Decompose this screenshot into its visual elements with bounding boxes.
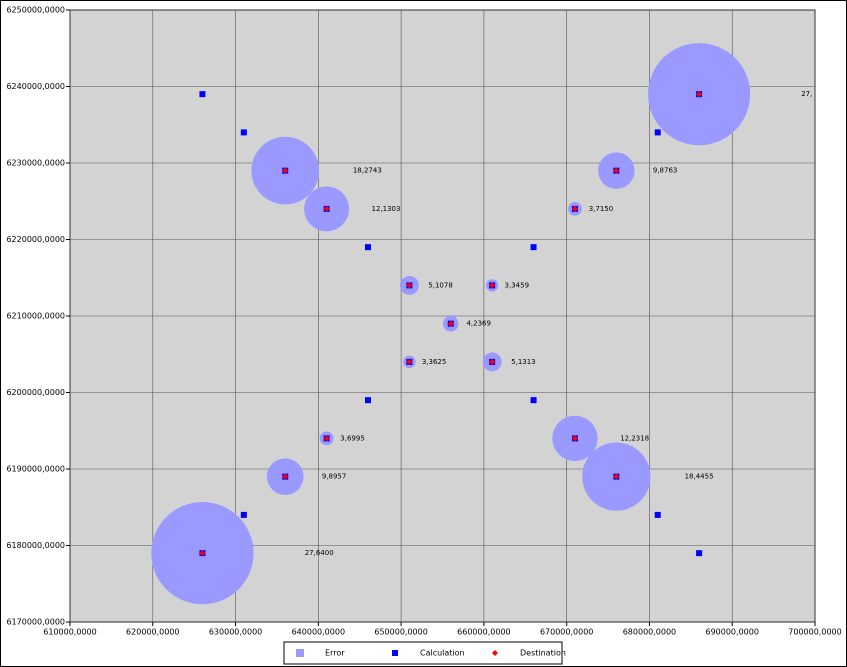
y-tick-label: 6210000,0000 xyxy=(6,312,65,321)
destination-point xyxy=(199,550,206,557)
data-label: 9,8763 xyxy=(653,167,678,175)
destination-point xyxy=(613,167,620,174)
y-tick-label: 6200000,0000 xyxy=(6,388,65,397)
legend-marker xyxy=(392,650,398,656)
data-label: 3,3459 xyxy=(505,281,530,289)
y-tick-label: 6220000,0000 xyxy=(6,235,65,244)
x-tick-label: 660000,0000 xyxy=(457,628,510,637)
destination-point xyxy=(571,205,578,212)
data-label: 12,1303 xyxy=(371,205,400,213)
destination-point xyxy=(613,473,620,480)
calculation-point xyxy=(654,511,661,518)
data-label: 12,2318 xyxy=(620,434,649,442)
data-label: 5,1313 xyxy=(511,358,536,366)
destination-point xyxy=(489,282,496,289)
legend-label: Destination xyxy=(520,649,566,658)
calculation-point xyxy=(530,397,537,404)
data-label: 27, xyxy=(801,90,812,98)
legend-marker xyxy=(296,649,304,657)
calculation-point xyxy=(240,511,247,518)
destination-point xyxy=(282,473,289,480)
calculation-point xyxy=(654,129,661,136)
calculation-point xyxy=(365,244,371,251)
data-label: 3,6995 xyxy=(340,434,365,442)
y-tick-label: 6180000,0000 xyxy=(6,541,65,550)
legend-label: Calculation xyxy=(420,649,465,658)
destination-point xyxy=(406,282,413,289)
destination-point xyxy=(406,358,413,365)
data-label: 18,2743 xyxy=(353,167,382,175)
data-label: 9,8957 xyxy=(322,473,347,481)
data-label: 3,7150 xyxy=(589,205,614,213)
y-tick-label: 6240000,0000 xyxy=(6,82,65,91)
destination-point xyxy=(571,435,578,442)
destination-point xyxy=(323,205,330,212)
y-tick-label: 6250000,0000 xyxy=(6,6,65,15)
x-tick-label: 630000,0000 xyxy=(209,628,262,637)
x-tick-label: 690000,0000 xyxy=(705,628,758,637)
calculation-point xyxy=(365,397,371,404)
x-tick-label: 700000,0000 xyxy=(788,628,841,637)
x-tick-label: 680000,0000 xyxy=(623,628,676,637)
destination-point xyxy=(282,167,289,174)
destination-point xyxy=(447,320,454,327)
calculation-point xyxy=(240,129,247,136)
legend-marker xyxy=(492,650,498,656)
destination-point xyxy=(489,358,496,365)
calculation-point xyxy=(530,244,537,251)
x-tick-label: 640000,0000 xyxy=(292,628,345,637)
calculation-point xyxy=(696,550,703,557)
destination-point xyxy=(323,435,330,442)
data-label: 5,1078 xyxy=(428,281,453,289)
y-tick-label: 6170000,0000 xyxy=(6,618,65,627)
y-tick-label: 6190000,0000 xyxy=(6,465,65,474)
x-tick-label: 650000,0000 xyxy=(374,628,427,637)
data-label: 27,6400 xyxy=(305,549,334,557)
data-label: 4,2369 xyxy=(466,320,491,328)
data-label: 3,3625 xyxy=(422,358,447,366)
destination-point xyxy=(696,91,703,98)
legend xyxy=(283,641,563,665)
y-tick-label: 6230000,0000 xyxy=(6,159,65,168)
calculation-point xyxy=(199,91,206,98)
data-label: 18,4455 xyxy=(685,473,714,481)
x-tick-label: 610000,0000 xyxy=(43,628,96,637)
x-tick-label: 670000,0000 xyxy=(540,628,593,637)
plot: 610000,0000 620000,0000 630000,0000 640000,… xyxy=(6,6,841,637)
legend-items: Error Calculation Destination xyxy=(296,649,566,658)
x-tick-label: 620000,0000 xyxy=(126,628,179,637)
legend-label: Error xyxy=(325,649,345,658)
